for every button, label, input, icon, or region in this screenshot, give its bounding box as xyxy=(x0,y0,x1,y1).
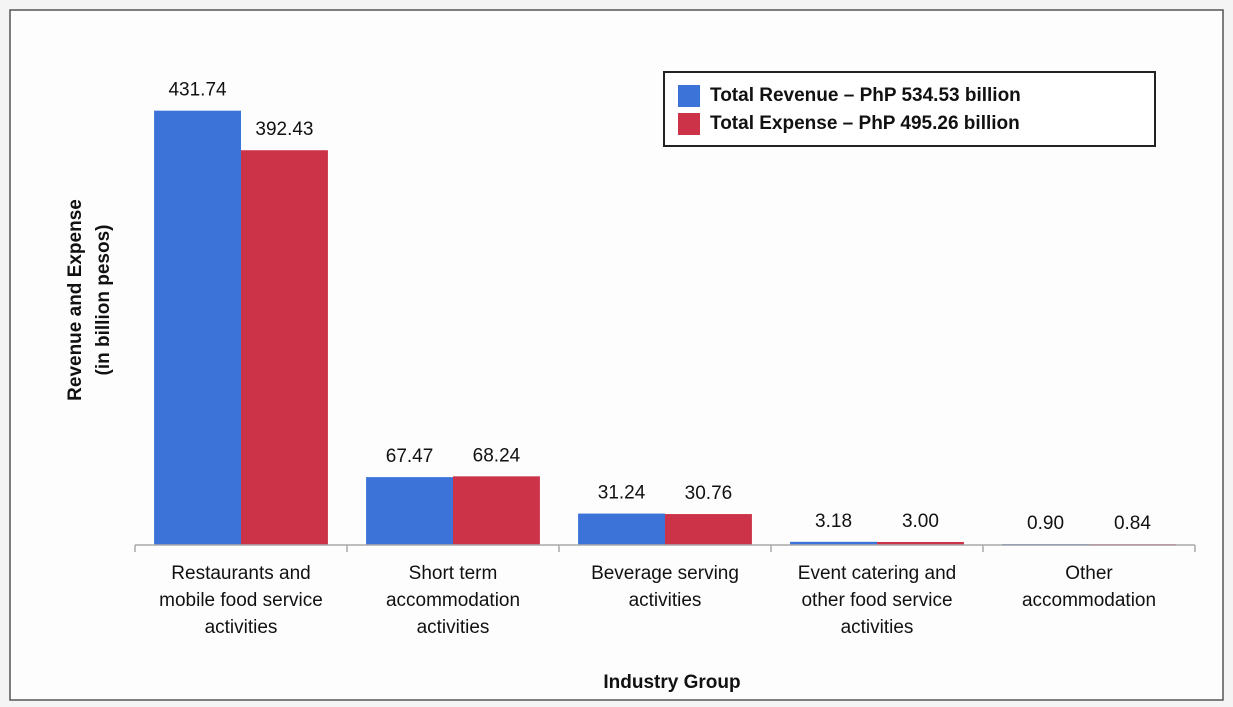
y-axis-title-line: (in billion pesos) xyxy=(93,225,114,376)
x-tick-label: Restaurants and mobile food service acti… xyxy=(159,563,323,638)
x-tick-label: Other accommodation xyxy=(1021,563,1157,611)
y-axis-title: Revenue and Expense (in billion pesos) xyxy=(65,199,114,401)
bar xyxy=(154,110,241,546)
legend-label: Total Revenue – PhP 534.53 billion xyxy=(710,85,1021,106)
bar xyxy=(453,476,540,545)
legend-label: Total Expense – PhP 495.26 billion xyxy=(710,113,1020,134)
value-label: 431.74 xyxy=(168,80,227,101)
bar xyxy=(578,513,665,545)
y-axis-title-line: Revenue and Expense xyxy=(65,199,86,401)
value-label: 68.24 xyxy=(473,445,521,466)
legend-swatch xyxy=(678,113,700,135)
value-label: 31.24 xyxy=(598,483,646,504)
value-label: 67.47 xyxy=(386,446,434,467)
legend-swatch xyxy=(678,85,700,107)
value-label: 3.18 xyxy=(815,511,852,532)
value-label: 0.84 xyxy=(1114,513,1151,534)
value-label: 392.43 xyxy=(255,119,313,140)
legend-box xyxy=(663,71,1156,147)
x-axis-title: Industry Group xyxy=(603,672,740,693)
bar xyxy=(665,514,752,545)
bar xyxy=(241,150,328,545)
bar xyxy=(366,477,453,545)
x-tick-label: Short term accommodation activities xyxy=(385,563,521,638)
value-label: 0.90 xyxy=(1027,513,1064,534)
value-label: 30.76 xyxy=(685,483,733,504)
value-label: 3.00 xyxy=(902,511,939,532)
bar xyxy=(790,541,877,545)
x-tick-label: Beverage serving activities xyxy=(591,563,739,611)
x-tick-label: Event catering and other food service ac… xyxy=(797,563,957,638)
bar xyxy=(877,541,964,545)
